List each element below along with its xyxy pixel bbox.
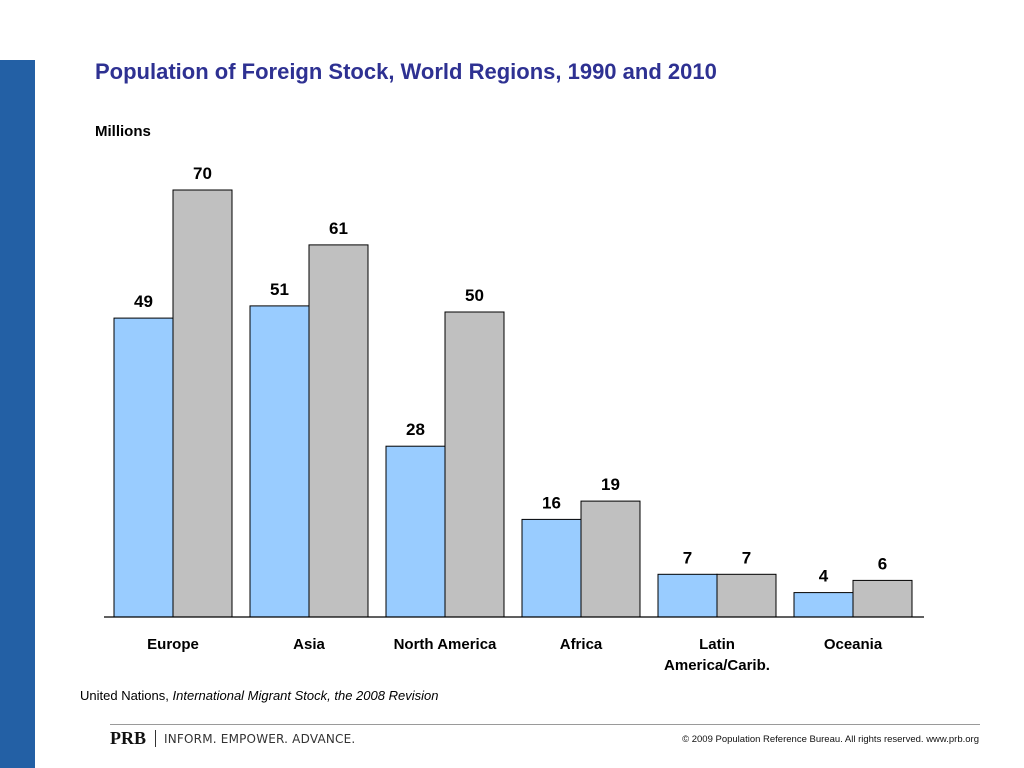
source-publication: International Migrant Stock, the 2008 Re… <box>172 688 439 703</box>
bar-north-america-2010 <box>444 311 505 618</box>
data-label-europe-1990: 49 <box>134 292 153 311</box>
data-label-north-america-2010: 50 <box>465 286 484 305</box>
x-tick-label-line: Oceania <box>824 636 883 653</box>
data-label-africa-1990: 16 <box>542 493 561 512</box>
bar-latin-america-carib-2010 <box>716 573 777 618</box>
x-tick-label-line: Latin <box>699 636 735 653</box>
copyright-notice: © 2009 Population Reference Bureau. All … <box>682 734 979 745</box>
x-tick-label-asia: Asia <box>293 636 325 653</box>
x-tick-label-oceania: Oceania <box>824 636 883 653</box>
x-tick-label-line: Europe <box>147 636 199 653</box>
bar-europe-2010 <box>172 189 233 618</box>
bar-asia-2010 <box>308 244 369 618</box>
logo-mark: PRB <box>110 728 146 748</box>
x-tick-label-line: North America <box>394 636 497 653</box>
side-accent-bar <box>0 60 35 768</box>
bar-africa-2010 <box>580 500 641 618</box>
y-axis-unit-label: Millions <box>95 123 151 140</box>
data-label-latin-america-carib-2010: 7 <box>742 548 751 567</box>
source-citation: United Nations, International Migrant St… <box>80 688 438 703</box>
data-label-north-america-1990: 28 <box>406 420 425 439</box>
x-tick-label-europe: Europe <box>147 636 199 653</box>
bar-oceania-1990 <box>793 592 854 618</box>
x-tick-label-line: Asia <box>293 636 325 653</box>
bar-europe-1990 <box>113 317 174 618</box>
x-tick-label-line: America/Carib. <box>664 657 770 674</box>
x-tick-label-north-america: North America <box>394 636 497 653</box>
prb-logo: PRB INFORM. EMPOWER. ADVANCE. <box>110 728 355 749</box>
data-label-europe-2010: 70 <box>193 164 212 183</box>
bar-chart: 49 70 Europe 51 61 Asia 28 50 North America 16 19 A… <box>104 164 924 674</box>
bar-oceania-2010 <box>852 579 913 618</box>
data-label-latin-america-carib-1990: 7 <box>683 548 692 567</box>
x-tick-label-latin-america-carib: Latin America/Carib. <box>664 636 770 674</box>
bar-africa-1990 <box>521 518 582 618</box>
footer-divider <box>110 724 980 725</box>
source-org: United Nations, <box>80 688 169 703</box>
chart-title: Population of Foreign Stock, World Regio… <box>95 59 717 84</box>
data-label-asia-2010: 61 <box>329 219 348 238</box>
data-label-oceania-1990: 4 <box>819 567 829 586</box>
data-label-oceania-2010: 6 <box>878 554 887 573</box>
bar-latin-america-carib-1990 <box>657 573 718 618</box>
logo-separator <box>155 730 156 747</box>
bar-asia-1990 <box>249 305 310 618</box>
x-tick-label-africa: Africa <box>560 636 603 653</box>
bar-north-america-1990 <box>385 445 446 618</box>
logo-tagline: INFORM. EMPOWER. ADVANCE. <box>164 731 356 746</box>
data-label-asia-1990: 51 <box>270 280 289 299</box>
data-label-africa-2010: 19 <box>601 475 620 494</box>
x-tick-label-line: Africa <box>560 636 603 653</box>
